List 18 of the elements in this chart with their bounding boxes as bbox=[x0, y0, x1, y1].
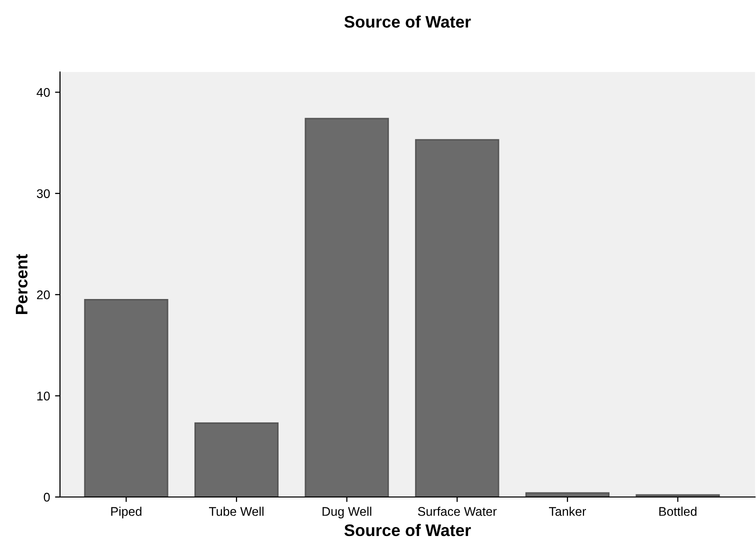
x-axis-title: Source of Water bbox=[344, 524, 471, 536]
bar bbox=[84, 298, 168, 497]
y-tick-label: 30 bbox=[36, 189, 50, 198]
bar bbox=[194, 422, 279, 497]
x-tick-label: Dug Well bbox=[322, 506, 372, 518]
bar bbox=[304, 118, 389, 497]
y-axis-title: Percent bbox=[16, 254, 28, 314]
x-tick-label: Tube Well bbox=[209, 506, 264, 516]
bar bbox=[415, 139, 500, 497]
y-tick-label: 40 bbox=[36, 88, 50, 97]
y-tick-label: 0 bbox=[44, 492, 50, 502]
x-tick-label: Bottled bbox=[659, 506, 696, 516]
x-tick-label: Surface Water bbox=[418, 506, 497, 516]
x-tick-label: Piped bbox=[111, 506, 142, 518]
chart-title: Source of Water bbox=[344, 15, 471, 28]
y-tick-label: 10 bbox=[37, 392, 50, 400]
x-tick-label: Tanker bbox=[548, 506, 586, 516]
y-tick-label: 20 bbox=[37, 290, 50, 300]
